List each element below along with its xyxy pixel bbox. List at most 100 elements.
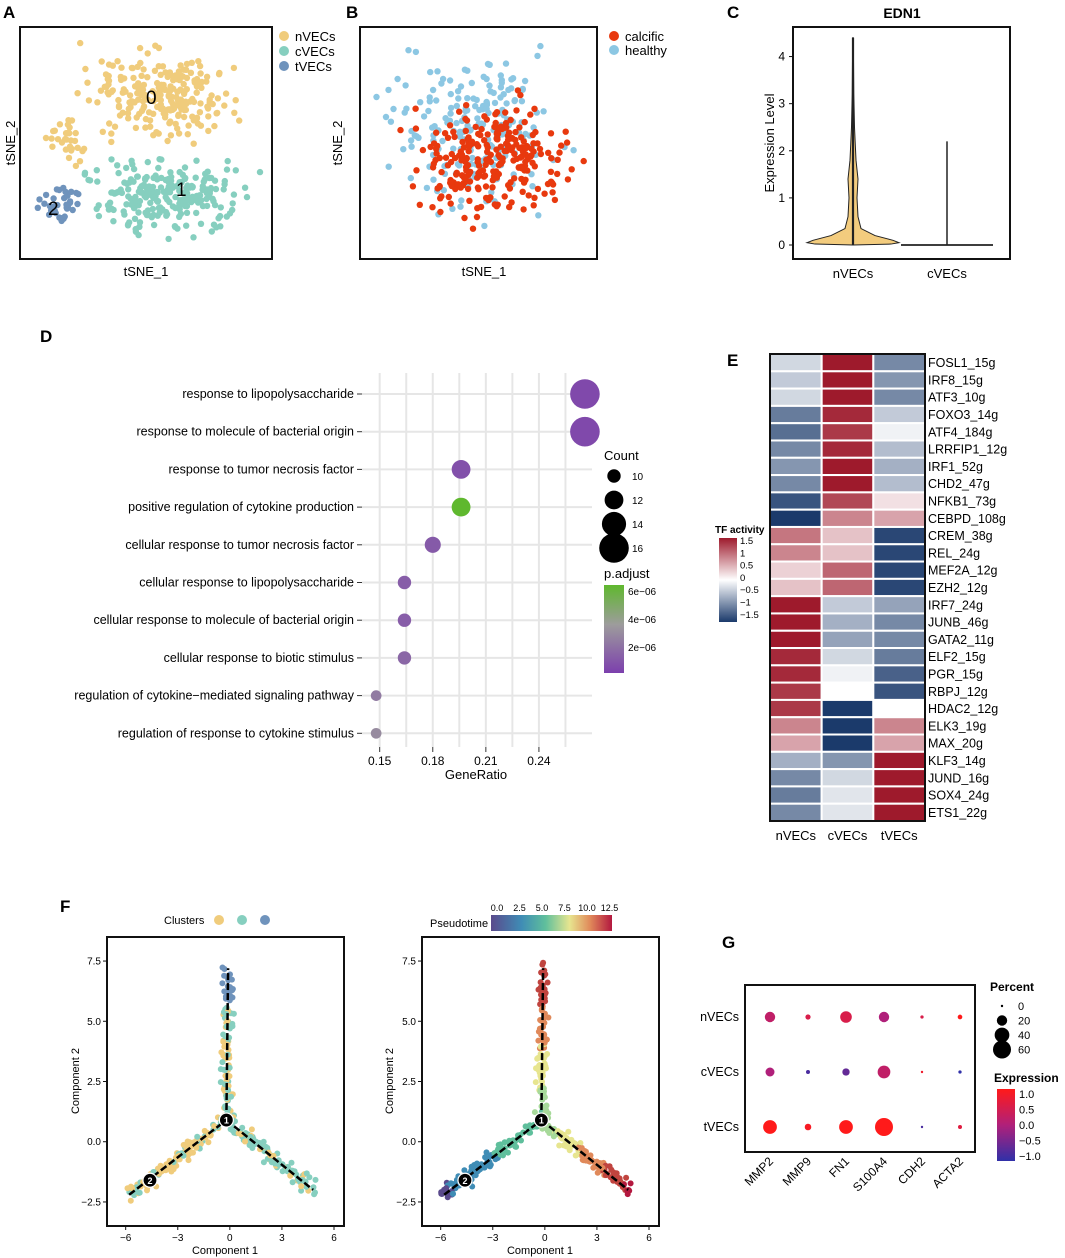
legend-label-healthy: healthy (625, 43, 667, 58)
percent-legend-label: 60 (1018, 1045, 1030, 1057)
cell-point-cvecs (232, 167, 239, 174)
clusters-legend-title: Clusters (164, 915, 205, 927)
trajectory-cell-point (594, 1169, 601, 1176)
cell-point-cvecs (212, 185, 220, 193)
cell-point-nvecs (140, 66, 147, 73)
tf-label: FOSL1_15g (928, 356, 995, 370)
cell-point-cvecs (158, 174, 165, 182)
tf-label: SOX4_24g (928, 789, 989, 803)
cell-point-nvecs (108, 138, 115, 146)
trajectory-cluster-plot: Clusters 12 −6 −3 0 3 67.55.02.50.0−2.5 Comp… (70, 915, 345, 1257)
trajectory-cell-point (438, 1190, 445, 1197)
cell-point-cvecs (132, 225, 139, 233)
cell-point-calcific (556, 149, 563, 156)
tf-heatmap-cell (820, 439, 875, 459)
tf-colorbar (719, 538, 737, 622)
cluster-label-1: 1 (176, 180, 187, 201)
cell-point-calcific (448, 150, 455, 158)
cell-point-calcific (455, 181, 462, 188)
cell-point-nvecs (154, 79, 161, 87)
cell-point-nvecs (167, 87, 174, 94)
trajectory-ytick-label: 0.0 (87, 1137, 101, 1148)
marker-dot (804, 1123, 812, 1131)
tf-legend-label: 1 (740, 548, 745, 559)
cell-point-nvecs (150, 110, 157, 118)
tf-heatmap-cell (769, 785, 823, 805)
trajectory-pseudotime-axes: −6 −3 0 3 6 7.5 5.0 2.5 0.0 −2.5 (396, 957, 652, 1244)
cell-point-calcific (516, 144, 523, 152)
count-legend: 10 12 14 16 (599, 469, 644, 563)
marker-gene-label: ACTA2 (929, 1154, 966, 1191)
trajectory-xtick-label: −6 (120, 1233, 132, 1244)
trajectory-branch (225, 968, 230, 1121)
padj-legend-label: 4e−06 (628, 615, 657, 626)
cell-point-nvecs (136, 44, 144, 52)
tf-heatmap-cell (769, 439, 823, 459)
cell-point-healthy (461, 66, 469, 73)
cell-point-nvecs (193, 89, 200, 96)
cell-point-healthy (481, 222, 488, 230)
tf-heatmap-cell (820, 387, 875, 407)
trajectory-cell-point (268, 1159, 275, 1166)
cell-point-calcific (462, 175, 469, 182)
trajectory-cell-point (228, 1093, 235, 1100)
cell-point-calcific (522, 151, 529, 158)
cell-point-nvecs (164, 106, 172, 113)
go-term-dot (451, 497, 471, 517)
cell-point-healthy (429, 124, 436, 131)
panel-label-g: G (722, 933, 735, 952)
cell-point-nvecs (108, 130, 115, 137)
cell-point-nvecs (115, 103, 123, 111)
padj-legend-label: 6e−06 (628, 587, 657, 598)
count-legend-dot (601, 511, 627, 537)
cell-point-nvecs (97, 87, 105, 94)
cell-point-cvecs (125, 186, 132, 193)
cell-point-nvecs (205, 127, 212, 135)
cell-point-nvecs (164, 73, 171, 81)
dotplot-x-ticks: 0.15 0.18 0.21 0.24 (368, 747, 551, 768)
trajectory-cell-point (205, 1139, 212, 1146)
cell-point-healthy (427, 68, 434, 76)
cell-point-calcific (554, 170, 561, 178)
cell-point-calcific (444, 162, 452, 169)
cell-point-healthy (387, 118, 395, 125)
tf-label: JUNB_46g (928, 616, 988, 630)
cell-point-calcific (508, 199, 515, 206)
cell-point-cvecs (95, 202, 102, 209)
tf-heatmap-cell (769, 802, 823, 822)
cell-point-healthy (535, 212, 542, 219)
cell-point-nvecs (214, 95, 222, 102)
cell-point-calcific (525, 192, 532, 199)
cell-point-nvecs (74, 90, 81, 97)
cell-point-cvecs (189, 184, 196, 191)
tf-heatmap-cell (872, 474, 926, 494)
trajectory-cell-point (298, 1187, 305, 1194)
marker-dot (957, 1014, 963, 1020)
cell-point-cvecs (241, 184, 249, 191)
tf-label: PGR_15g (928, 667, 983, 681)
trajectory-cell-point (531, 1109, 538, 1116)
tf-heatmap-cell (769, 353, 823, 373)
cell-point-cvecs (144, 188, 151, 195)
trajectory-cell-point (312, 1176, 319, 1183)
cell-point-cvecs (150, 194, 157, 202)
tf-heatmap-cell (872, 629, 926, 650)
trajectory-cell-point (194, 1133, 201, 1140)
cell-point-nvecs (125, 115, 132, 122)
cell-point-healthy (420, 113, 428, 120)
trajectory-xtick-label: 3 (279, 1233, 285, 1244)
cell-point-tvecs (42, 191, 50, 199)
cell-point-tvecs (63, 201, 70, 208)
cell-point-nvecs (154, 95, 161, 103)
panel-label-b: B (346, 3, 358, 22)
cell-point-nvecs (74, 144, 81, 151)
cell-point-cvecs (136, 197, 144, 205)
cell-point-cvecs (123, 164, 130, 172)
trajectory-cell-point (260, 1159, 267, 1166)
cell-point-nvecs (149, 88, 156, 95)
cell-point-calcific (495, 152, 502, 159)
tf-label: ATF3_10g (928, 391, 985, 405)
cell-point-healthy (502, 60, 510, 67)
cell-point-calcific (522, 176, 529, 183)
